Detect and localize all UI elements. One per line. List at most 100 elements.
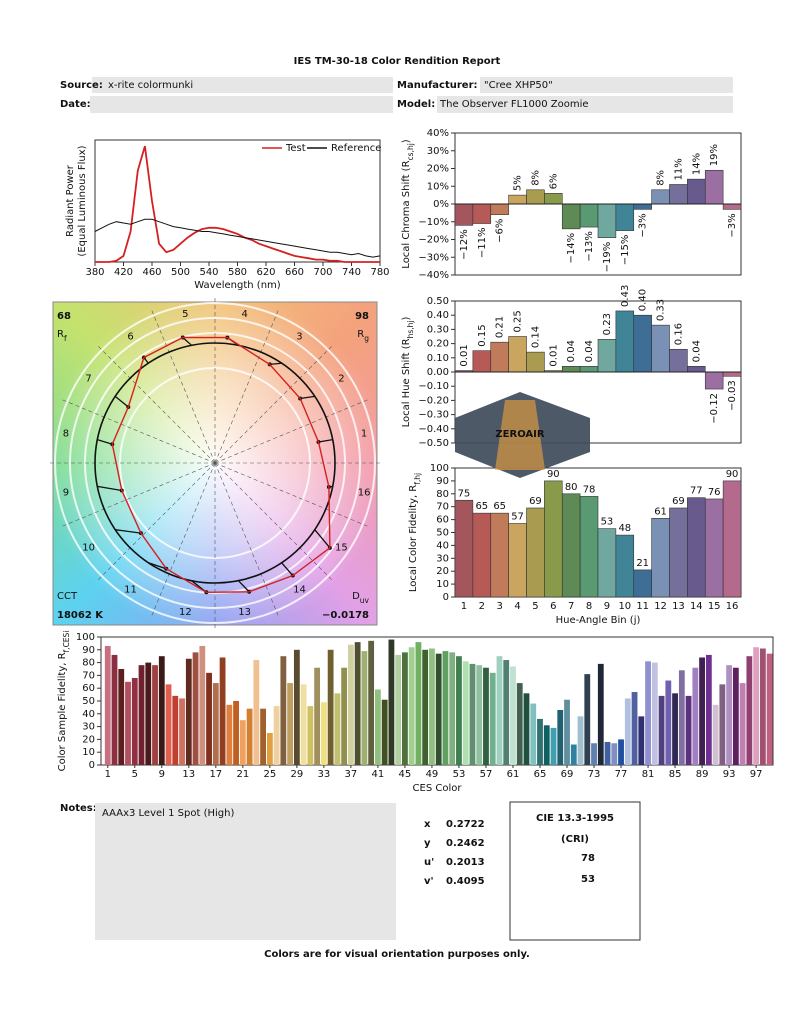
y-tick-label: 100 <box>76 632 95 643</box>
bar <box>260 708 266 765</box>
y-tick-label: 0.00 <box>427 367 449 378</box>
bar <box>597 663 604 765</box>
bar <box>341 667 348 765</box>
value-label: 90 <box>547 469 560 480</box>
subscript: f,hj <box>413 473 422 485</box>
x-tick-label: 85 <box>669 769 682 780</box>
cct-value: 18062 K <box>57 610 104 621</box>
y-tick-label: 50 <box>82 696 95 707</box>
bar <box>645 661 651 765</box>
test-polygon <box>111 336 331 594</box>
y-tick-label: 0.10 <box>427 353 449 364</box>
value-label: 21 <box>636 558 649 569</box>
chromaticity-label: y <box>424 838 431 849</box>
value-label: 90 <box>726 469 739 480</box>
value-label: 8% <box>530 170 541 186</box>
bar <box>672 693 678 765</box>
field-label: Manufacturer: <box>397 80 478 91</box>
bar <box>669 348 688 373</box>
value-label: 69 <box>529 496 542 507</box>
bar <box>658 695 665 765</box>
x-tick-label: 580 <box>228 267 247 278</box>
cvg-spoke <box>214 462 332 580</box>
x-tick-label: 17 <box>209 769 222 780</box>
bar <box>712 704 719 765</box>
bar <box>280 656 287 765</box>
spectrum-line <box>95 145 380 263</box>
bin-label: 12 <box>179 607 192 618</box>
y-tick-label: 90 <box>436 476 449 487</box>
bin-label: 3 <box>296 332 302 343</box>
chromaticity-label: u' <box>424 857 434 868</box>
legend-label: Test <box>285 143 306 154</box>
plot-frame <box>94 139 381 263</box>
value-label: −3% <box>638 213 649 237</box>
bar <box>611 743 618 765</box>
bar <box>726 665 733 765</box>
bar <box>442 651 449 765</box>
y-tick-label: −20% <box>418 235 449 246</box>
cri-title: CIE 13.3-1995 <box>536 813 614 824</box>
x-tick-label: 13 <box>672 601 685 612</box>
notes-box <box>95 803 396 940</box>
bar <box>490 512 509 598</box>
value-label: 75 <box>458 488 471 499</box>
bar <box>526 189 545 205</box>
bar <box>687 366 706 373</box>
y-axis-label: Color Sample Fidelity, Rf,CESi <box>57 631 71 772</box>
value-label: −12% <box>459 229 470 260</box>
bar <box>550 727 557 765</box>
bin-label: 6 <box>127 332 133 343</box>
value-label: 57 <box>511 511 524 522</box>
bar <box>526 507 545 598</box>
value-label: 78 <box>583 484 596 495</box>
y-tick-label: −0.50 <box>418 438 449 449</box>
bar <box>320 702 327 765</box>
shift-arrow <box>237 580 250 593</box>
value-label: 80 <box>565 482 578 493</box>
field-value: The Observer FL1000 Zoomie <box>439 99 589 110</box>
bin-label: 9 <box>63 488 69 499</box>
bar <box>719 684 726 765</box>
value-label: 0.01 <box>548 344 559 366</box>
value-label: 5% <box>513 175 524 191</box>
y-axis-label: (Equal Luminous Flux) <box>77 145 88 256</box>
field-value: x-rite colormunki <box>108 80 193 91</box>
field-value: "Cree XHP50" <box>484 80 553 91</box>
bar <box>597 203 617 239</box>
bar <box>449 652 456 765</box>
label-part: Local Chroma Shift (R <box>401 160 412 268</box>
bar <box>508 523 527 598</box>
bar <box>615 310 635 373</box>
value-label: 53 <box>601 517 614 528</box>
y-tick-label: 30% <box>427 146 449 157</box>
value-label: −0.12 <box>709 393 720 424</box>
value-label: 0.21 <box>495 316 506 338</box>
x-tick-label: 97 <box>750 769 763 780</box>
bar <box>704 371 724 390</box>
shift-arrow <box>148 562 167 570</box>
value-label: 76 <box>708 487 721 498</box>
bar <box>615 534 635 598</box>
y-tick-label: 20% <box>427 164 449 175</box>
rg-label: Rg <box>357 329 369 343</box>
label-part: D <box>352 591 360 602</box>
y-tick-label: 0 <box>443 592 449 603</box>
y-tick-label: 80 <box>436 489 449 500</box>
bar <box>226 704 233 765</box>
x-tick-label: 10 <box>618 601 631 612</box>
bar <box>597 339 617 373</box>
bar <box>490 341 509 373</box>
bar <box>651 189 670 205</box>
bar <box>375 689 381 765</box>
bar <box>118 669 125 765</box>
x-tick-label: 49 <box>426 769 439 780</box>
bar <box>753 647 760 765</box>
x-tick-label: 21 <box>236 769 249 780</box>
x-tick-label: 660 <box>285 267 304 278</box>
x-tick-label: 45 <box>399 769 412 780</box>
chromaticity-label: v' <box>424 876 434 887</box>
field-box <box>480 77 733 93</box>
bar <box>472 512 492 598</box>
